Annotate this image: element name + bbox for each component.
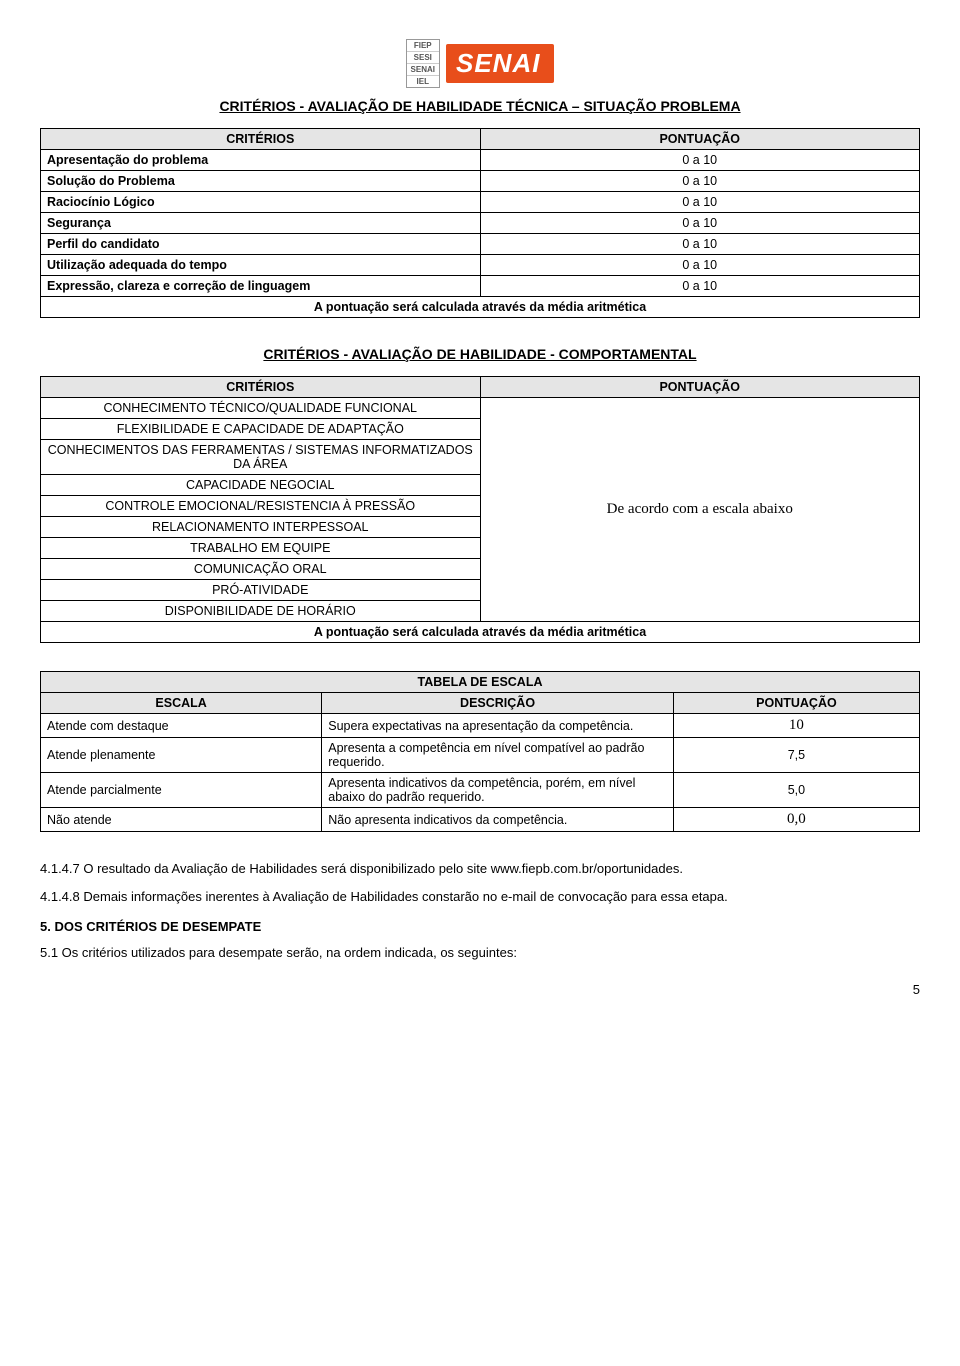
th-criterios: CRITÉRIOS bbox=[41, 129, 481, 150]
criterio-score: 0 a 10 bbox=[480, 276, 920, 297]
criterio-label: Solução do Problema bbox=[41, 171, 481, 192]
criterio-score: 0 a 10 bbox=[480, 192, 920, 213]
criterio-label: PRÓ-ATIVIDADE bbox=[41, 580, 481, 601]
criterio-label: Perfil do candidato bbox=[41, 234, 481, 255]
criterio-score: 0 a 10 bbox=[480, 150, 920, 171]
table-row: Atende com destaqueSupera expectativas n… bbox=[41, 714, 920, 738]
table2-footer: A pontuação será calculada através da mé… bbox=[41, 622, 920, 643]
criterio-label: CONHECIMENTOS DAS FERRAMENTAS / SISTEMAS… bbox=[41, 440, 481, 475]
table-row: Não atendeNão apresenta indicativos da c… bbox=[41, 808, 920, 832]
criterio-label: Expressão, clareza e correção de linguag… bbox=[41, 276, 481, 297]
table3-title: TABELA DE ESCALA bbox=[41, 672, 920, 693]
table-escala: TABELA DE ESCALA ESCALA DESCRIÇÃO PONTUA… bbox=[40, 671, 920, 832]
criterio-label: TRABALHO EM EQUIPE bbox=[41, 538, 481, 559]
pontuacao-merged: De acordo com a escala abaixo bbox=[480, 398, 920, 622]
table-row: Segurança0 a 10 bbox=[41, 213, 920, 234]
page-number: 5 bbox=[40, 982, 920, 997]
escala-label: Não atende bbox=[41, 808, 322, 832]
table-row: Raciocínio Lógico0 a 10 bbox=[41, 192, 920, 213]
th-pontuacao: PONTUAÇÃO bbox=[480, 129, 920, 150]
escala-label: Atende com destaque bbox=[41, 714, 322, 738]
escala-label: Atende parcialmente bbox=[41, 773, 322, 808]
badge: FIEP bbox=[407, 40, 439, 52]
logo-badges: FIEP SESI SENAI IEL bbox=[406, 39, 440, 88]
logo-block: FIEP SESI SENAI IEL SENAI bbox=[40, 36, 920, 88]
criterio-label: Segurança bbox=[41, 213, 481, 234]
table-row: Atende parcialmenteApresenta indicativos… bbox=[41, 773, 920, 808]
section2-title: CRITÉRIOS - AVALIAÇÃO DE HABILIDADE - CO… bbox=[40, 346, 920, 362]
paragraph-51: 5.1 Os critérios utilizados para desempa… bbox=[40, 944, 920, 962]
badge: IEL bbox=[407, 76, 439, 87]
th-pontuacao: PONTUAÇÃO bbox=[673, 693, 919, 714]
criterio-label: COMUNICAÇÃO ORAL bbox=[41, 559, 481, 580]
badge: SESI bbox=[407, 52, 439, 64]
criterio-label: CAPACIDADE NEGOCIAL bbox=[41, 475, 481, 496]
criterio-score: 0 a 10 bbox=[480, 213, 920, 234]
table-row: CONHECIMENTO TÉCNICO/QUALIDADE FUNCIONAL… bbox=[41, 398, 920, 419]
criterio-label: FLEXIBILIDADE E CAPACIDADE DE ADAPTAÇÃO bbox=[41, 419, 481, 440]
logo-main: SENAI bbox=[446, 44, 554, 83]
th-criterios: CRITÉRIOS bbox=[41, 377, 481, 398]
badge: SENAI bbox=[407, 64, 439, 76]
table-row: Atende plenamenteApresenta a competência… bbox=[41, 738, 920, 773]
th-pontuacao: PONTUAÇÃO bbox=[480, 377, 920, 398]
criterio-score: 0 a 10 bbox=[480, 234, 920, 255]
logo: FIEP SESI SENAI IEL SENAI bbox=[406, 39, 555, 88]
table-row: Perfil do candidato0 a 10 bbox=[41, 234, 920, 255]
escala-descricao: Supera expectativas na apresentação da c… bbox=[322, 714, 674, 738]
criterio-label: DISPONIBILIDADE DE HORÁRIO bbox=[41, 601, 481, 622]
criterio-label: CONHECIMENTO TÉCNICO/QUALIDADE FUNCIONAL bbox=[41, 398, 481, 419]
criterio-label: CONTROLE EMOCIONAL/RESISTENCIA À PRESSÃO bbox=[41, 496, 481, 517]
table-row: Expressão, clareza e correção de linguag… bbox=[41, 276, 920, 297]
escala-descricao: Apresenta indicativos da competência, po… bbox=[322, 773, 674, 808]
escala-pontuacao: 0,0 bbox=[673, 808, 919, 832]
table-row: Solução do Problema0 a 10 bbox=[41, 171, 920, 192]
escala-pontuacao: 7,5 bbox=[673, 738, 919, 773]
escala-descricao: Não apresenta indicativos da competência… bbox=[322, 808, 674, 832]
paragraph-4148: 4.1.4.8 Demais informações inerentes à A… bbox=[40, 888, 920, 906]
table-situacao-problema: CRITÉRIOS PONTUAÇÃO Apresentação do prob… bbox=[40, 128, 920, 318]
escala-pontuacao: 5,0 bbox=[673, 773, 919, 808]
criterio-label: Apresentação do problema bbox=[41, 150, 481, 171]
criterio-score: 0 a 10 bbox=[480, 255, 920, 276]
th-escala: ESCALA bbox=[41, 693, 322, 714]
criterio-label: RELACIONAMENTO INTERPESSOAL bbox=[41, 517, 481, 538]
table1-footer: A pontuação será calculada através da mé… bbox=[41, 297, 920, 318]
criterio-label: Raciocínio Lógico bbox=[41, 192, 481, 213]
section1-title: CRITÉRIOS - AVALIAÇÃO DE HABILIDADE TÉCN… bbox=[40, 98, 920, 114]
criterio-score: 0 a 10 bbox=[480, 171, 920, 192]
table-row: Apresentação do problema0 a 10 bbox=[41, 150, 920, 171]
criterio-label: Utilização adequada do tempo bbox=[41, 255, 481, 276]
escala-descricao: Apresenta a competência em nível compatí… bbox=[322, 738, 674, 773]
escala-label: Atende plenamente bbox=[41, 738, 322, 773]
th-descricao: DESCRIÇÃO bbox=[322, 693, 674, 714]
table-comportamental: CRITÉRIOS PONTUAÇÃO CONHECIMENTO TÉCNICO… bbox=[40, 376, 920, 643]
escala-pontuacao: 10 bbox=[673, 714, 919, 738]
table-row: Utilização adequada do tempo0 a 10 bbox=[41, 255, 920, 276]
heading-5: 5. DOS CRITÉRIOS DE DESEMPATE bbox=[40, 919, 920, 934]
paragraph-4147: 4.1.4.7 O resultado da Avaliação de Habi… bbox=[40, 860, 920, 878]
